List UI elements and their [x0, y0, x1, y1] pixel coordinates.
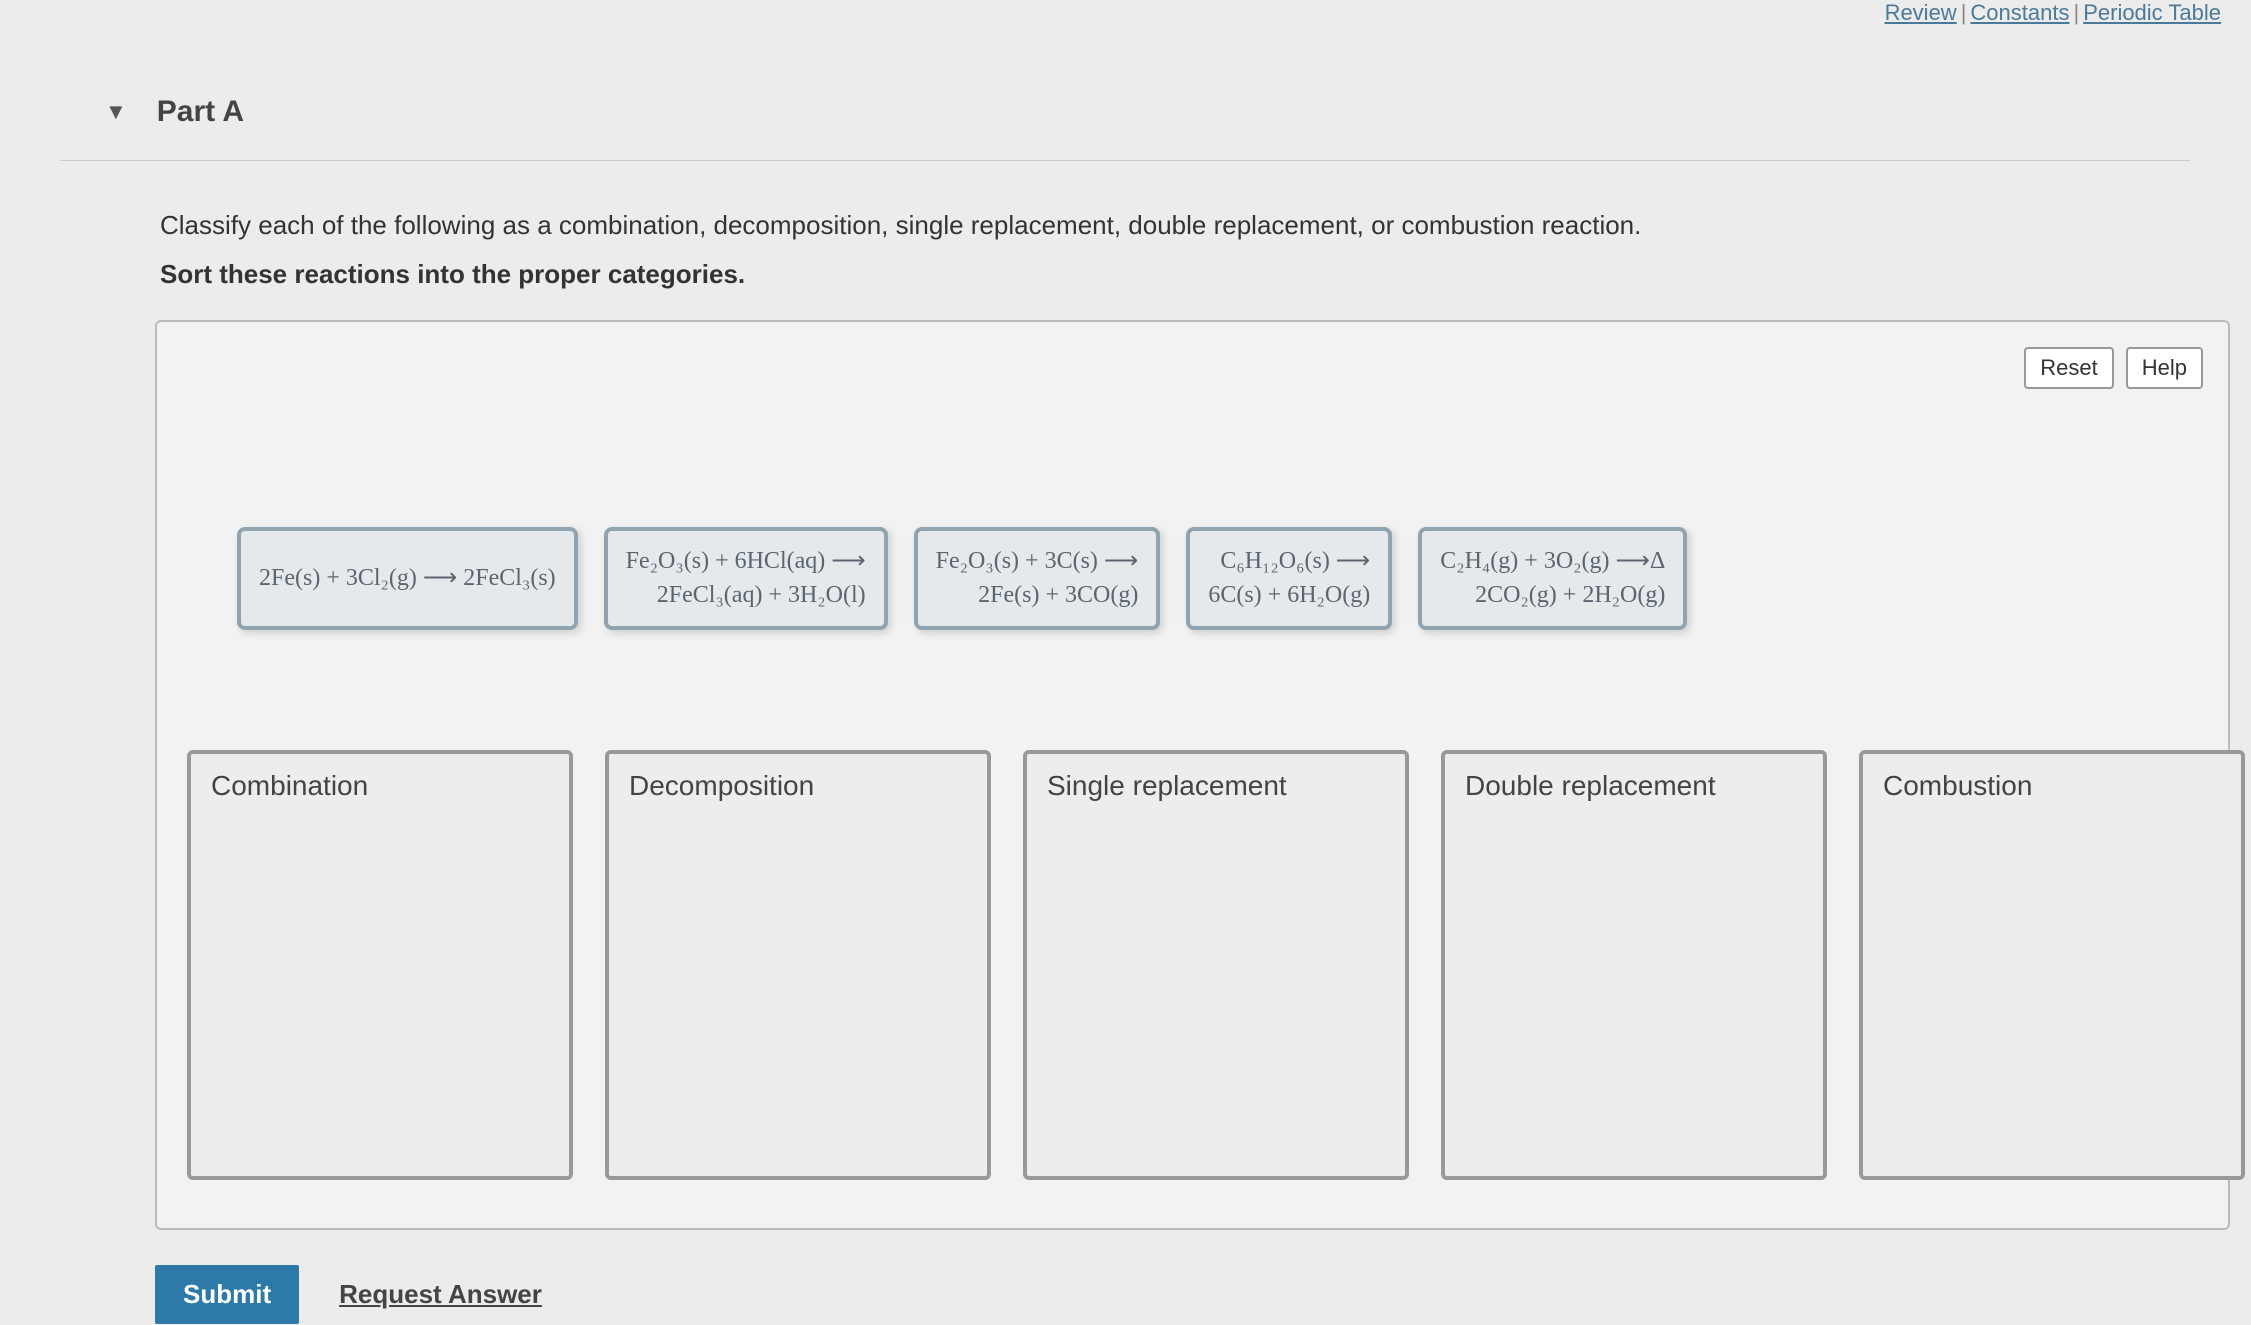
- bin-label: Combination: [211, 770, 549, 802]
- collapse-icon[interactable]: ▼: [105, 99, 127, 125]
- bin-label: Double replacement: [1465, 770, 1803, 802]
- reaction-text: Fe₂O₃(s) + 3C(s) ⟶: [936, 545, 1139, 579]
- periodic-table-link[interactable]: Periodic Table: [2083, 0, 2221, 25]
- reaction-text: Fe₂O₃(s) + 6HCl(aq) ⟶: [626, 545, 866, 579]
- reaction-tile[interactable]: Fe₂O₃(s) + 3C(s) ⟶ 2Fe(s) + 3CO(g): [914, 527, 1161, 630]
- footer: Submit Request Answer: [155, 1265, 542, 1324]
- bin-combination[interactable]: Combination: [187, 750, 573, 1180]
- sorting-workspace: Reset Help 2Fe(s) + 3Cl₂(g) ⟶ 2FeCl₃(s) …: [155, 320, 2230, 1230]
- bin-decomposition[interactable]: Decomposition: [605, 750, 991, 1180]
- bin-label: Decomposition: [629, 770, 967, 802]
- divider: [60, 160, 2190, 161]
- reaction-text: 6C(s) + 6H₂O(g): [1208, 579, 1370, 613]
- reaction-text: 2Fe(s) + 3Cl₂(g) ⟶ 2FeCl₃(s): [259, 562, 556, 596]
- reaction-tile[interactable]: C₂H₄(g) + 3O₂(g) ⟶Δ 2CO₂(g) + 2H₂O(g): [1418, 527, 1687, 630]
- part-title: Part A: [157, 95, 244, 129]
- review-link[interactable]: Review: [1885, 0, 1957, 25]
- bin-single-replacement[interactable]: Single replacement: [1023, 750, 1409, 1180]
- bin-label: Single replacement: [1047, 770, 1385, 802]
- submit-button[interactable]: Submit: [155, 1265, 299, 1324]
- reaction-tile[interactable]: 2Fe(s) + 3Cl₂(g) ⟶ 2FeCl₃(s): [237, 527, 578, 630]
- request-answer-link[interactable]: Request Answer: [339, 1279, 542, 1310]
- category-bins-row: Combination Decomposition Single replace…: [187, 750, 2245, 1180]
- bin-combustion[interactable]: Combustion: [1859, 750, 2245, 1180]
- constants-link[interactable]: Constants: [1970, 0, 2069, 25]
- bin-label: Combustion: [1883, 770, 2221, 802]
- part-header[interactable]: ▼ Part A: [105, 95, 244, 129]
- instruction-line-2: Sort these reactions into the proper cat…: [160, 259, 1641, 290]
- reset-button[interactable]: Reset: [2024, 347, 2113, 389]
- reaction-tile[interactable]: C₆H₁₂O₆(s) ⟶ 6C(s) + 6H₂O(g): [1186, 527, 1392, 630]
- workspace-buttons: Reset Help: [2024, 347, 2203, 389]
- reaction-text: 2CO₂(g) + 2H₂O(g): [1475, 579, 1665, 613]
- reaction-text: C₆H₁₂O₆(s) ⟶: [1220, 545, 1370, 579]
- top-nav-links: Review|Constants|Periodic Table: [1885, 0, 2221, 26]
- reaction-text: C₂H₄(g) + 3O₂(g) ⟶Δ: [1440, 545, 1665, 579]
- instruction-line-1: Classify each of the following as a comb…: [160, 210, 1641, 241]
- bin-double-replacement[interactable]: Double replacement: [1441, 750, 1827, 1180]
- reaction-text: 2FeCl₃(aq) + 3H₂O(l): [657, 579, 866, 613]
- reaction-tile[interactable]: Fe₂O₃(s) + 6HCl(aq) ⟶ 2FeCl₃(aq) + 3H₂O(…: [604, 527, 888, 630]
- instructions: Classify each of the following as a comb…: [160, 210, 1641, 290]
- reaction-text: 2Fe(s) + 3CO(g): [978, 579, 1138, 613]
- reaction-tiles-row: 2Fe(s) + 3Cl₂(g) ⟶ 2FeCl₃(s) Fe₂O₃(s) + …: [237, 527, 1687, 630]
- help-button[interactable]: Help: [2126, 347, 2203, 389]
